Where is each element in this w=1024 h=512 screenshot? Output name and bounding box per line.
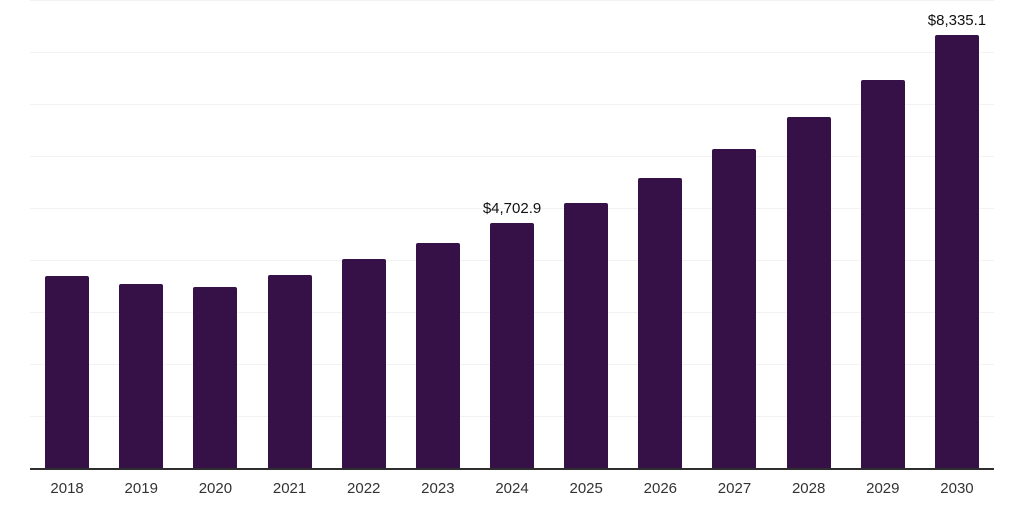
bar-slot-2021 <box>252 0 326 468</box>
bar-2023 <box>415 242 460 468</box>
bar-chart: $4,702.9 $8,335.1 2018 2019 2020 2021 2022 202… <box>30 0 994 512</box>
gridline-9000 <box>30 0 994 1</box>
x-axis-labels: 2018 2019 2020 2021 2022 2023 2024 2025 2026 2027… <box>30 470 994 506</box>
x-tick-2026: 2026 <box>643 479 678 497</box>
x-tick-2025: 2025 <box>569 479 603 497</box>
bar-slot-2026 <box>623 0 697 468</box>
data-label-2030: $8,335.1 <box>927 11 987 29</box>
bar-2028 <box>786 117 831 468</box>
gridline-7000 <box>30 104 994 105</box>
bar-2026 <box>638 178 683 468</box>
x-tick-2028: 2028 <box>791 479 826 497</box>
bar-slot-2018 <box>30 0 104 468</box>
bar-slot-2030: $8,335.1 <box>920 0 994 468</box>
bar-slot-2027 <box>697 0 771 468</box>
bar-slot-2019 <box>104 0 178 468</box>
gridline-8000 <box>30 52 994 53</box>
gridline-6000 <box>30 156 994 157</box>
bar-slot-2023 <box>401 0 475 468</box>
bar-slot-2028 <box>772 0 846 468</box>
x-tick-2020: 2020 <box>198 479 233 497</box>
bar-2020 <box>193 287 238 468</box>
bar-2029 <box>860 80 905 468</box>
x-tick-2021: 2021 <box>272 479 307 497</box>
bar-2022 <box>341 258 386 468</box>
data-label-2024: $4,702.9 <box>482 200 542 218</box>
bar-slot-2020 <box>178 0 252 468</box>
x-tick-2024: 2024 <box>495 479 529 497</box>
x-tick-2030: 2030 <box>940 479 974 497</box>
bar-slot-2022 <box>327 0 401 468</box>
bar-2021 <box>267 275 312 468</box>
x-tick-2019: 2019 <box>124 479 158 497</box>
x-tick-2029: 2029 <box>866 479 900 497</box>
bar-2019 <box>119 283 164 468</box>
x-tick-2018: 2018 <box>50 479 84 497</box>
x-tick-2022: 2022 <box>347 479 381 497</box>
bar-2024: $4,702.9 <box>483 200 541 468</box>
bar-2030: $8,335.1 <box>928 12 986 468</box>
bar-2027 <box>712 149 757 468</box>
plot-area: $4,702.9 $8,335.1 <box>30 0 994 470</box>
bar-2025 <box>564 202 609 468</box>
x-tick-2023: 2023 <box>421 479 455 497</box>
bar-2018 <box>45 276 90 468</box>
bar-slot-2025 <box>549 0 623 468</box>
bar-slot-2029 <box>846 0 920 468</box>
x-tick-2027: 2027 <box>717 479 752 497</box>
gridline-5000 <box>30 208 994 209</box>
bars-container: $4,702.9 $8,335.1 <box>30 0 994 468</box>
bar-slot-2024: $4,702.9 <box>475 0 549 468</box>
